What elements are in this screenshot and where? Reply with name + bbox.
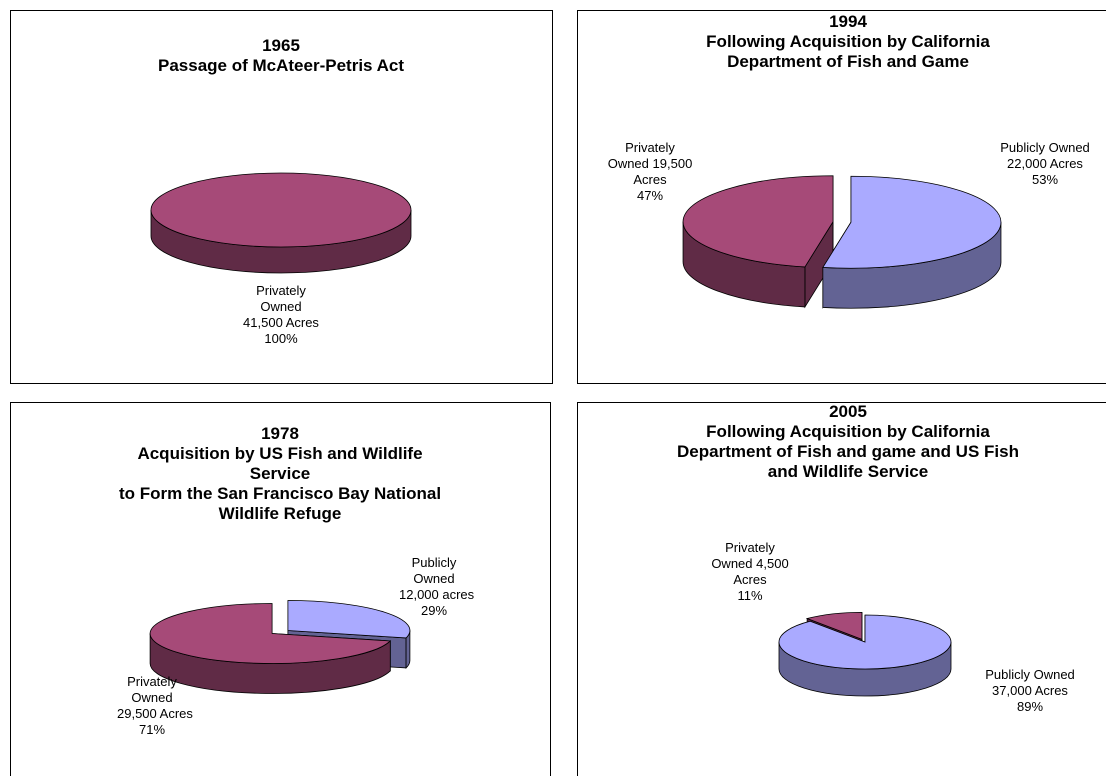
category-label: Privately Owned bbox=[127, 674, 177, 705]
category-label: Publicly Owned bbox=[985, 667, 1075, 682]
pie-top bbox=[150, 172, 412, 248]
category-label: Privately Owned bbox=[607, 140, 675, 171]
percent-label: 11% bbox=[737, 588, 763, 603]
percent-label: 100% bbox=[264, 331, 298, 346]
pie-top bbox=[149, 603, 392, 664]
category-label: Privately Owned bbox=[256, 283, 306, 314]
data-label: Privately Owned 19,500 Acres 47% bbox=[605, 140, 695, 204]
percent-label: 29% bbox=[420, 603, 448, 618]
category-label: Publicly Owned bbox=[411, 555, 457, 586]
pie-top bbox=[682, 175, 834, 268]
data-label: Privately Owned 41,500 Acres 100% bbox=[241, 283, 321, 347]
chart-title: 1978 Acquisition by US Fish and Wildlife … bbox=[105, 424, 455, 524]
percent-label: 71% bbox=[138, 722, 166, 737]
chart-title: 1965 Passage of McAteer-Petris Act bbox=[81, 36, 481, 76]
pie-top bbox=[778, 614, 952, 670]
pie-top bbox=[287, 600, 411, 639]
title-year: 1965 bbox=[262, 36, 300, 55]
category-label: Publicly Owned bbox=[1000, 140, 1090, 155]
data-label: Publicly Owned 12,000 acres 29% bbox=[399, 555, 475, 619]
panel bbox=[577, 10, 1106, 384]
panel bbox=[10, 402, 551, 776]
category-label: Privately Owned bbox=[711, 540, 775, 571]
percent-label: 89% bbox=[1016, 699, 1044, 714]
percent-label: 47% bbox=[636, 188, 664, 203]
acres-label: 4,500 Acres bbox=[733, 556, 789, 587]
chart-title: 1994 Following Acquisition by California … bbox=[668, 12, 1028, 72]
data-label: Privately Owned 4,500 Acres 11% bbox=[705, 540, 795, 604]
chart-title: 2005 Following Acquisition by California … bbox=[673, 402, 1023, 482]
acres-label: 22,000 Acres bbox=[1007, 156, 1083, 171]
title-year: 1994 bbox=[829, 12, 867, 31]
title-line: Following Acquisition by California Depa… bbox=[677, 422, 1019, 481]
title-line: Following Acquisition by California Depa… bbox=[706, 32, 990, 71]
title-line: to Form the San Francisco Bay National W… bbox=[118, 484, 442, 523]
title-line: Passage of McAteer-Petris Act bbox=[158, 56, 404, 75]
pie-top bbox=[805, 611, 863, 640]
data-label: Publicly Owned 22,000 Acres 53% bbox=[1000, 140, 1090, 188]
title-line: Acquisition by US Fish and Wildlife Serv… bbox=[137, 444, 423, 483]
data-label: Privately Owned 29,500 Acres 71% bbox=[117, 674, 193, 738]
acres-label: 12,000 acres bbox=[399, 587, 475, 602]
acres-label: 41,500 Acres bbox=[243, 315, 319, 330]
acres-label: 29,500 Acres bbox=[117, 706, 193, 721]
panel bbox=[577, 402, 1106, 776]
acres-label: 19,500 Acres bbox=[633, 156, 693, 187]
title-year: 1978 bbox=[261, 424, 299, 443]
acres-label: 37,000 Acres bbox=[992, 683, 1068, 698]
data-label: Publicly Owned 37,000 Acres 89% bbox=[985, 667, 1075, 715]
title-year: 2005 bbox=[829, 402, 867, 421]
percent-label: 53% bbox=[1031, 172, 1059, 187]
panel bbox=[10, 10, 553, 384]
pie-top bbox=[822, 175, 1002, 269]
